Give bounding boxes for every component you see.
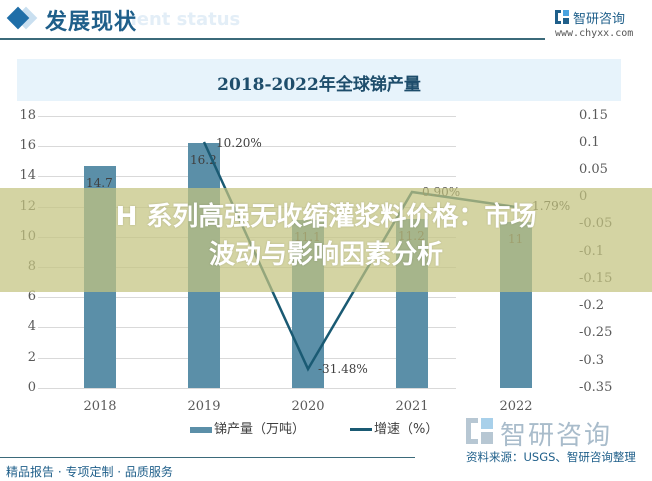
- article-title: H 系列高强无收缩灌浆料价格：市场 波动与影响因素分析: [0, 188, 652, 274]
- right-axis-tick: 0.05: [579, 162, 608, 177]
- line-label-2020: -31.48%: [318, 362, 368, 376]
- brand-mark-icon: [555, 10, 569, 24]
- watermark-brand: 智研咨询: [500, 421, 613, 451]
- right-axis-tick: -0.25: [579, 325, 613, 340]
- legend-bar-swatch-icon: [190, 426, 212, 433]
- section-subtitle: ment status: [118, 9, 241, 30]
- gridline-baseline: [38, 388, 456, 389]
- left-axis-tick: 18: [19, 108, 36, 123]
- article-title-line-1: H 系列高强无收缩灌浆料价格：市场: [115, 202, 537, 232]
- watermark-logo-icon: [466, 418, 493, 444]
- section-title: 发展现状: [45, 9, 138, 35]
- left-axis-tick: 6: [27, 289, 36, 304]
- right-axis-tick: -0.3: [579, 353, 605, 368]
- left-axis-tick: 0: [27, 380, 36, 395]
- chart-title-band: 2018-2022年全球锑产量: [17, 59, 621, 101]
- bar-label-2018: 14.7: [86, 176, 113, 190]
- x-axis-tick: 2018: [83, 399, 117, 414]
- legend-line-swatch-icon: [350, 428, 372, 431]
- left-axis-tick: 4: [27, 319, 36, 334]
- section-header: ment status 发展现状 智研咨询 www.chyxx.com: [0, 0, 652, 40]
- legend-item-growth: 增速（%）: [350, 418, 438, 437]
- gridline: [38, 176, 456, 177]
- legend-label: 锑产量（万吨）: [214, 422, 306, 437]
- x-axis-tick: 2019: [187, 399, 221, 414]
- header-divider: [0, 38, 545, 40]
- left-axis-tick: 14: [19, 168, 36, 183]
- legend-item-production: 锑产量（万吨）: [190, 418, 305, 437]
- x-axis-tick: 2022: [499, 399, 533, 414]
- chart-title: 2018-2022年全球锑产量: [217, 75, 421, 95]
- right-axis-tick: -0.2: [579, 298, 605, 313]
- gridline: [38, 146, 456, 147]
- right-axis-tick: 0.15: [579, 108, 608, 123]
- legend-label: 增速（%）: [374, 422, 439, 437]
- article-title-line-2: 波动与影响因素分析: [208, 240, 443, 270]
- left-axis-tick: 2: [27, 350, 36, 365]
- gridline: [38, 297, 456, 298]
- right-axis-tick: 0.1: [579, 135, 600, 150]
- footer-tagline: 精品报告 · 专项定制 · 品质服务: [6, 465, 173, 479]
- x-axis-tick: 2021: [395, 399, 429, 414]
- gridline: [38, 358, 456, 359]
- x-axis-tick: 2020: [291, 399, 325, 414]
- right-axis-tick: -0.35: [579, 380, 613, 395]
- gridline: [38, 327, 456, 328]
- gridline: [38, 116, 456, 117]
- article-title-banner: H 系列高强无收缩灌浆料价格：市场 波动与影响因素分析: [0, 188, 652, 292]
- data-source: 资料来源：USGS、智研咨询整理: [466, 450, 636, 464]
- left-axis-tick: 16: [19, 138, 36, 153]
- brand-name: 智研咨询: [573, 12, 626, 27]
- brand-url: www.chyxx.com: [555, 28, 634, 39]
- footer-divider: [0, 457, 415, 458]
- line-label-2019: 10.20%: [216, 136, 262, 150]
